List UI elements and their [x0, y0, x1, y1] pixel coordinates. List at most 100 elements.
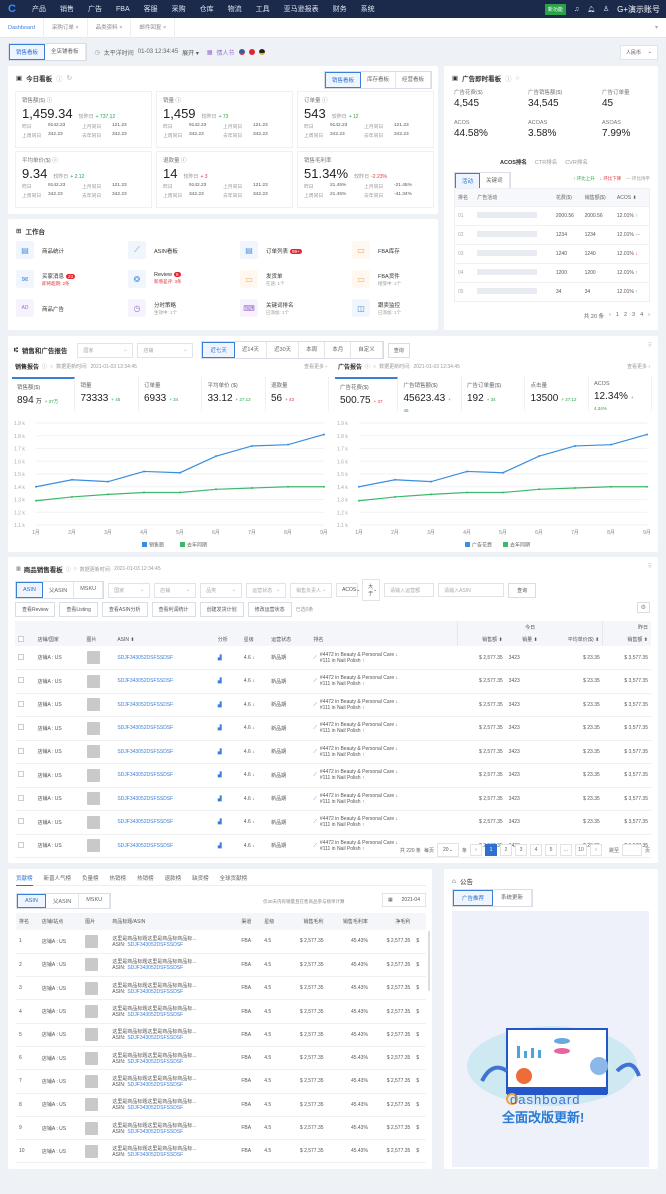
ranking-tab[interactable]: 全球贡献榜: [219, 876, 248, 882]
nav-item[interactable]: 亚马逊报表: [283, 6, 319, 13]
asin-link[interactable]: SDJF343052DSFSSDSF: [117, 725, 174, 732]
trend-chart-icon[interactable]: ⟋: [313, 654, 317, 661]
trend-chart-icon[interactable]: ⟋: [313, 725, 317, 732]
help-icon[interactable]: ⓘ: [505, 76, 512, 83]
trend-chart-icon[interactable]: ⟋: [313, 795, 317, 802]
analysis-chart-icon[interactable]: ▟: [217, 701, 222, 708]
ranking-tab[interactable]: 贡献榜: [16, 874, 33, 886]
ranking-tab[interactable]: 缺货榜: [192, 876, 209, 882]
ranking-tab[interactable]: 热销榜: [109, 876, 127, 882]
page-button[interactable]: 5: [544, 844, 557, 856]
page-button[interactable]: 2: [499, 844, 512, 856]
workbench-item-买家消息[interactable]: ✉ 买家消息 23 即将超期: 2条: [16, 268, 121, 292]
account-name[interactable]: G+演示账号: [617, 4, 660, 14]
analysis-chart-icon[interactable]: ▟: [217, 725, 222, 732]
asin-link[interactable]: SDJF343052DSFSSDSF: [117, 701, 174, 708]
user-icon[interactable]: ♙: [602, 6, 610, 13]
dimension-tab[interactable]: ASIN: [17, 894, 46, 908]
kpi-card[interactable]: 点击量 13500 + 27.12: [526, 377, 589, 411]
query-button[interactable]: 查询: [387, 342, 410, 358]
action-button[interactable]: 查看Listing: [59, 602, 98, 617]
asin-link[interactable]: SDJF343052DSFSSDSF: [117, 795, 174, 802]
asin-link[interactable]: SDJF343052DSFSSDSF: [127, 988, 184, 995]
nav-item[interactable]: 仓库: [199, 6, 214, 13]
analysis-chart-icon[interactable]: ▟: [217, 772, 222, 779]
workbench-item-跟卖监控[interactable]: ◫ 跟卖监控 已添加: 1个: [352, 297, 457, 321]
page-tab[interactable]: Dashboard: [0, 17, 44, 38]
asin-link[interactable]: SDJF343052DSFSSDSF: [117, 819, 174, 826]
page-button[interactable]: 4: [640, 312, 644, 318]
trend-chart-icon[interactable]: ⟋: [313, 748, 317, 755]
analysis-chart-icon[interactable]: ▟: [217, 678, 222, 685]
dimension-tab[interactable]: 父ASIN: [43, 582, 75, 598]
notice-tab[interactable]: 广告推荐: [453, 890, 494, 906]
date-range-tab[interactable]: 本周: [299, 342, 326, 358]
rank-tab[interactable]: CTR排名: [534, 160, 558, 166]
date-range-tab[interactable]: 近30天: [267, 342, 300, 358]
nav-item[interactable]: 工具: [255, 6, 270, 13]
query-button[interactable]: 查询: [508, 582, 537, 598]
page-button[interactable]: 3: [632, 312, 636, 318]
month-picker[interactable]: ▦ 2021-04: [382, 893, 426, 907]
notice-tab[interactable]: 系统更新: [493, 890, 533, 906]
asin-link[interactable]: SDJF343052DSFSSDSF: [127, 1058, 184, 1065]
board-type-tab[interactable]: 销售看板: [324, 72, 361, 88]
ranking-tab[interactable]: 退款榜: [164, 876, 182, 882]
board-type-tab[interactable]: 经营看板: [396, 72, 431, 88]
workbench-item-ASIN看板[interactable]: ⟋ ASIN看板: [128, 239, 233, 263]
asin-link[interactable]: SDJF343052DSFSSDSF: [127, 1081, 184, 1088]
workbench-item-Review[interactable]: ❂ Review 8 新增差评: 3条: [128, 268, 233, 292]
asin-link[interactable]: SDJF343052DSFSSDSF: [127, 965, 184, 972]
row-checkbox[interactable]: [18, 841, 24, 848]
row-checkbox[interactable]: [18, 700, 24, 707]
asin-link[interactable]: SDJF343052DSFSSDSF: [127, 1035, 184, 1042]
trend-chart-icon[interactable]: ⟋: [313, 772, 317, 779]
column-header[interactable]: 销量 ⬍: [522, 637, 538, 643]
row-checkbox[interactable]: [18, 818, 24, 825]
asin-link[interactable]: SDJF343052DSFSSDSF: [127, 941, 184, 948]
filter-select[interactable]: ACOS ⌄: [336, 583, 360, 597]
kpi-card[interactable]: 订单量 6933 + 34: [139, 377, 202, 411]
asin-link[interactable]: SDJF343052DSFSSDSF: [127, 1105, 184, 1112]
kpi-card[interactable]: 广告订单量($) 192 + 34: [462, 377, 525, 411]
view-more-link[interactable]: 查看更多 ›: [626, 364, 650, 370]
asin-input[interactable]: 请输入ASIN: [438, 583, 505, 597]
asin-link[interactable]: SDJF343052DSFSSDSF: [117, 842, 174, 849]
page-button[interactable]: 3: [514, 844, 527, 856]
analysis-chart-icon[interactable]: ▟: [217, 795, 222, 802]
date-range-tab[interactable]: 近七天: [202, 342, 235, 358]
asin-link[interactable]: SDJF343052DSFSSDSF: [117, 678, 174, 685]
view-tab[interactable]: 销售看板: [9, 44, 46, 60]
row-checkbox[interactable]: [18, 724, 24, 731]
date-range-tab[interactable]: 本月: [325, 342, 352, 358]
rank-tab[interactable]: CVR排名: [565, 160, 588, 166]
dimension-tab[interactable]: MSKU: [74, 582, 104, 598]
kpi-card[interactable]: 销售额($) 894 万 + 37万: [12, 377, 75, 411]
filter-select[interactable]: 品类 ⌄: [200, 582, 243, 598]
filter-select[interactable]: 国家 ⌄: [77, 342, 134, 358]
page-tab[interactable]: 品类资料 ×: [88, 17, 132, 38]
column-header[interactable]: ASIN ⬍: [117, 636, 135, 643]
asin-link[interactable]: SDJF343052DSFSSDSF: [127, 1012, 184, 1019]
kpi-card[interactable]: 广告销售额($) 45623.43 + 45: [399, 377, 462, 413]
action-button[interactable]: 查看ASIN分析: [101, 602, 148, 617]
analysis-chart-icon[interactable]: ▟: [217, 748, 222, 755]
page-button[interactable]: ...: [559, 844, 572, 856]
analysis-chart-icon[interactable]: ▟: [217, 842, 222, 849]
asin-link[interactable]: SDJF343052DSFSSDSF: [127, 1151, 184, 1158]
trend-chart-icon[interactable]: ⟋: [313, 678, 317, 685]
asin-link[interactable]: SDJF343052DSFSSDSF: [117, 772, 174, 779]
nav-item[interactable]: 物流: [227, 6, 242, 13]
page-tab[interactable]: 采购订单 ×: [44, 17, 88, 38]
rank-tab[interactable]: ACOS排名: [500, 160, 527, 166]
filter-select[interactable]: 店铺 ⌄: [154, 582, 197, 598]
trend-chart-icon[interactable]: ⟋: [313, 701, 317, 708]
per-page-select[interactable]: 20 ⌄: [436, 843, 459, 857]
refresh-icon[interactable]: ↻: [66, 75, 73, 82]
nav-item[interactable]: 销售: [60, 6, 74, 13]
date-range-tab[interactable]: 近14天: [235, 342, 268, 358]
asin-link[interactable]: SDJF343052DSFSSDSF: [117, 748, 174, 755]
filter-select[interactable]: 店铺 ⌄: [137, 342, 194, 358]
asin-link[interactable]: SDJF343052DSFSSDSF: [117, 654, 174, 661]
action-button[interactable]: 查看Review: [15, 602, 56, 617]
